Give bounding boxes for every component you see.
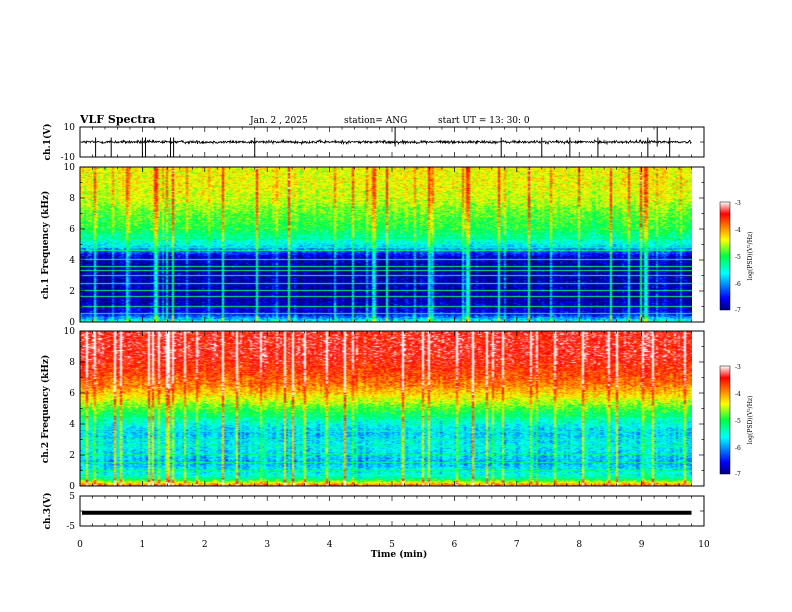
xtick-8: 8 bbox=[576, 540, 582, 550]
ch1-ytick-4: 4 bbox=[69, 256, 75, 266]
ch3-wave-ylabel: ch.3(V) bbox=[42, 493, 53, 530]
ch1-cb-tick-4: -4 bbox=[735, 227, 741, 234]
station-label: station= ANG bbox=[344, 116, 407, 126]
start-ut-label: start UT = 13: 30: 0 bbox=[438, 116, 530, 126]
ch1-ytick-6: 6 bbox=[69, 225, 75, 235]
ch2-cb-tick-4: -4 bbox=[735, 391, 741, 398]
ch1-colorbar: -3 -4 -5 -6 -7 log(PSD)(V²/Hz) bbox=[719, 200, 754, 314]
axis-ticks bbox=[79, 126, 705, 527]
xtick-2: 2 bbox=[202, 540, 208, 550]
xtick-9: 9 bbox=[639, 540, 645, 550]
ch1-spectrogram bbox=[80, 167, 692, 322]
ch1-waveform-trace bbox=[81, 138, 692, 146]
ch2-spectrogram bbox=[80, 331, 692, 486]
ch1-wave-ylabel: ch.1(V) bbox=[42, 124, 53, 161]
ch2-spectrogram-ylabel: ch.2 Frequency (kHz) bbox=[40, 355, 51, 464]
ch2-cb-tick-6: -6 bbox=[735, 445, 741, 452]
ch1-spec-ylabel-text: ch.1 Frequency (kHz) bbox=[40, 191, 51, 300]
ch3-ytick-m5: -5 bbox=[66, 522, 75, 532]
ch1-waveform bbox=[81, 127, 692, 157]
xtick-10: 10 bbox=[698, 540, 710, 550]
ch2-ytick-0: 0 bbox=[69, 482, 75, 492]
ch2-ytick-6: 6 bbox=[69, 389, 75, 399]
ch1-spectrogram-yticks: 0 2 4 6 8 10 bbox=[64, 163, 76, 328]
xtick-6: 6 bbox=[452, 540, 458, 550]
ch2-ytick-8: 8 bbox=[69, 358, 75, 368]
ch1-ytick-8: 8 bbox=[69, 194, 75, 204]
ch1-cb-tick-5: -5 bbox=[735, 254, 741, 261]
ch1-cb-tick-7: -7 bbox=[735, 307, 741, 314]
ch2-ytick-4: 4 bbox=[69, 420, 75, 430]
xtick-4: 4 bbox=[327, 540, 333, 550]
ch2-colorbar-gradient bbox=[719, 365, 731, 475]
ch2-colorbar: -3 -4 -5 -6 -7 log(PSD)(V²/Hz) bbox=[719, 364, 754, 478]
ch2-cb-tick-7: -7 bbox=[735, 471, 741, 478]
ch1-wave-ytick-top: 10 bbox=[64, 123, 76, 133]
ch2-ytick-10: 10 bbox=[64, 327, 76, 337]
ch2-spectrogram-image bbox=[80, 331, 692, 486]
ch1-ytick-2: 2 bbox=[69, 287, 75, 297]
ch2-ytick-2: 2 bbox=[69, 451, 75, 461]
x-axis-label: Time (min) bbox=[371, 549, 428, 560]
ch1-colorbar-gradient bbox=[719, 201, 731, 311]
xtick-1: 1 bbox=[140, 540, 146, 550]
ch1-cb-tick-6: -6 bbox=[735, 281, 741, 288]
ch1-ytick-10: 10 bbox=[64, 163, 76, 173]
ch1-wave-ytick-bottom: -10 bbox=[61, 153, 76, 163]
figure-title: VLF Spectra bbox=[79, 113, 155, 126]
ch2-cb-tick-5: -5 bbox=[735, 418, 741, 425]
date-label: Jan. 2 , 2025 bbox=[249, 116, 308, 126]
ch1-spectrogram-ylabel: ch.1 Frequency (kHz) bbox=[40, 191, 51, 300]
xtick-0: 0 bbox=[77, 540, 83, 550]
xtick-5: 5 bbox=[389, 540, 395, 550]
ch1-colorbar-label: log(PSD)(V²/Hz) bbox=[747, 232, 754, 281]
time-xtick-labels: 0 1 2 3 4 5 6 7 8 9 10 bbox=[77, 540, 710, 550]
ch2-spectrogram-yticks: 0 2 4 6 8 10 bbox=[64, 327, 76, 492]
ch1-cb-tick-3: -3 bbox=[735, 200, 741, 207]
ch1-ytick-0: 0 bbox=[69, 318, 75, 328]
ch2-cb-tick-3: -3 bbox=[735, 364, 741, 371]
ch2-spec-ylabel-text: ch.2 Frequency (kHz) bbox=[40, 355, 51, 464]
ch3-ytick-5: 5 bbox=[69, 492, 75, 502]
xtick-3: 3 bbox=[264, 540, 270, 550]
xtick-7: 7 bbox=[514, 540, 520, 550]
ch1-spectrogram-image bbox=[80, 167, 692, 322]
ch2-colorbar-label: log(PSD)(V²/Hz) bbox=[747, 396, 754, 445]
